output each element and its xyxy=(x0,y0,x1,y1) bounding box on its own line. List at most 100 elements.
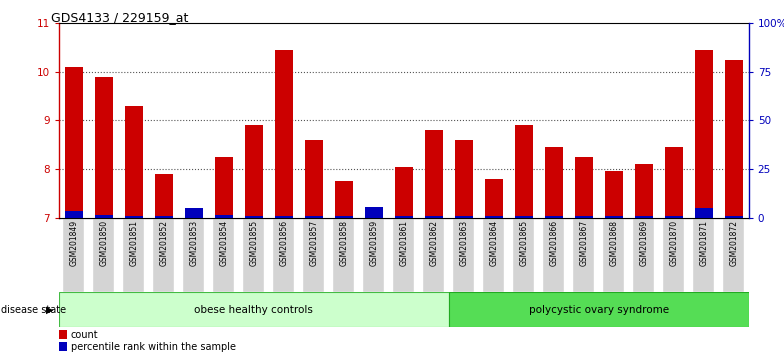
Bar xyxy=(723,218,744,292)
Text: GSM201862: GSM201862 xyxy=(430,220,438,266)
Text: GSM201857: GSM201857 xyxy=(309,220,318,266)
Bar xyxy=(695,50,713,218)
Bar xyxy=(545,216,563,218)
Bar xyxy=(425,130,443,218)
Bar xyxy=(303,218,325,292)
Bar xyxy=(154,216,172,218)
Bar xyxy=(665,147,683,218)
Bar xyxy=(215,215,233,218)
Text: GSM201855: GSM201855 xyxy=(249,220,258,266)
Text: ▶: ▶ xyxy=(45,305,53,315)
Bar xyxy=(305,216,323,218)
Text: GSM201866: GSM201866 xyxy=(550,220,558,266)
Text: GSM201865: GSM201865 xyxy=(519,220,528,266)
Bar xyxy=(95,215,113,218)
Bar xyxy=(633,218,654,292)
Bar xyxy=(245,216,263,218)
Bar xyxy=(573,218,594,292)
Bar xyxy=(724,216,742,218)
Bar xyxy=(665,216,683,218)
Bar xyxy=(485,179,503,218)
Bar xyxy=(515,216,533,218)
Bar xyxy=(423,218,445,292)
Bar xyxy=(695,208,713,218)
Text: GSM201849: GSM201849 xyxy=(69,220,78,266)
Bar xyxy=(515,125,533,218)
Bar xyxy=(185,208,203,218)
Text: GSM201867: GSM201867 xyxy=(579,220,588,266)
Bar xyxy=(93,218,114,292)
Bar xyxy=(123,218,144,292)
Bar xyxy=(663,218,684,292)
Bar xyxy=(274,50,292,218)
Bar xyxy=(274,218,294,292)
Bar xyxy=(95,76,113,218)
Text: disease state: disease state xyxy=(1,305,66,315)
Bar xyxy=(365,207,383,218)
Text: GSM201854: GSM201854 xyxy=(220,220,228,266)
Bar xyxy=(154,218,174,292)
Bar xyxy=(425,216,443,218)
Bar xyxy=(635,164,653,218)
Text: GSM201851: GSM201851 xyxy=(129,220,138,266)
Bar xyxy=(395,167,412,218)
Bar xyxy=(395,216,412,218)
Text: GSM201870: GSM201870 xyxy=(670,220,678,266)
Bar xyxy=(305,140,323,218)
Bar xyxy=(604,171,622,218)
Bar xyxy=(603,218,624,292)
Bar xyxy=(453,218,474,292)
Text: GSM201852: GSM201852 xyxy=(159,220,169,266)
Bar xyxy=(125,216,143,218)
Bar xyxy=(455,216,473,218)
Bar xyxy=(154,174,172,218)
Text: GSM201856: GSM201856 xyxy=(279,220,289,266)
Bar xyxy=(363,218,384,292)
Bar xyxy=(335,181,353,218)
Bar xyxy=(245,125,263,218)
Bar xyxy=(575,216,593,218)
Bar xyxy=(545,147,563,218)
Bar xyxy=(724,59,742,218)
Bar xyxy=(333,218,354,292)
Bar xyxy=(185,210,203,218)
Text: GSM201859: GSM201859 xyxy=(369,220,378,266)
Bar xyxy=(693,218,714,292)
Bar xyxy=(59,342,67,351)
Text: polycystic ovary syndrome: polycystic ovary syndrome xyxy=(528,305,669,315)
Bar xyxy=(213,218,234,292)
Bar xyxy=(215,157,233,218)
Text: GSM201850: GSM201850 xyxy=(100,220,108,266)
Text: GSM201868: GSM201868 xyxy=(609,220,619,266)
Text: GSM201869: GSM201869 xyxy=(639,220,648,266)
Text: GSM201863: GSM201863 xyxy=(459,220,468,266)
Text: GSM201872: GSM201872 xyxy=(729,220,739,266)
Bar xyxy=(394,218,414,292)
Text: GSM201871: GSM201871 xyxy=(699,220,708,266)
Text: count: count xyxy=(71,330,99,340)
Bar xyxy=(65,67,83,218)
Bar xyxy=(575,157,593,218)
Bar xyxy=(59,330,67,339)
Bar xyxy=(243,218,264,292)
Bar xyxy=(59,292,448,327)
Bar xyxy=(635,216,653,218)
Bar xyxy=(274,216,292,218)
Bar xyxy=(485,216,503,218)
Bar xyxy=(183,218,205,292)
Bar xyxy=(448,292,749,327)
Bar xyxy=(483,218,504,292)
Text: GSM201861: GSM201861 xyxy=(399,220,408,266)
Text: GDS4133 / 229159_at: GDS4133 / 229159_at xyxy=(51,11,188,24)
Bar xyxy=(514,218,534,292)
Bar xyxy=(125,106,143,218)
Text: obese healthy controls: obese healthy controls xyxy=(194,305,314,315)
Bar xyxy=(335,216,353,218)
Text: GSM201864: GSM201864 xyxy=(489,220,499,266)
Bar xyxy=(64,218,85,292)
Bar xyxy=(65,211,83,218)
Bar xyxy=(604,216,622,218)
Bar xyxy=(365,213,383,218)
Text: GSM201858: GSM201858 xyxy=(339,220,348,266)
Bar xyxy=(455,140,473,218)
